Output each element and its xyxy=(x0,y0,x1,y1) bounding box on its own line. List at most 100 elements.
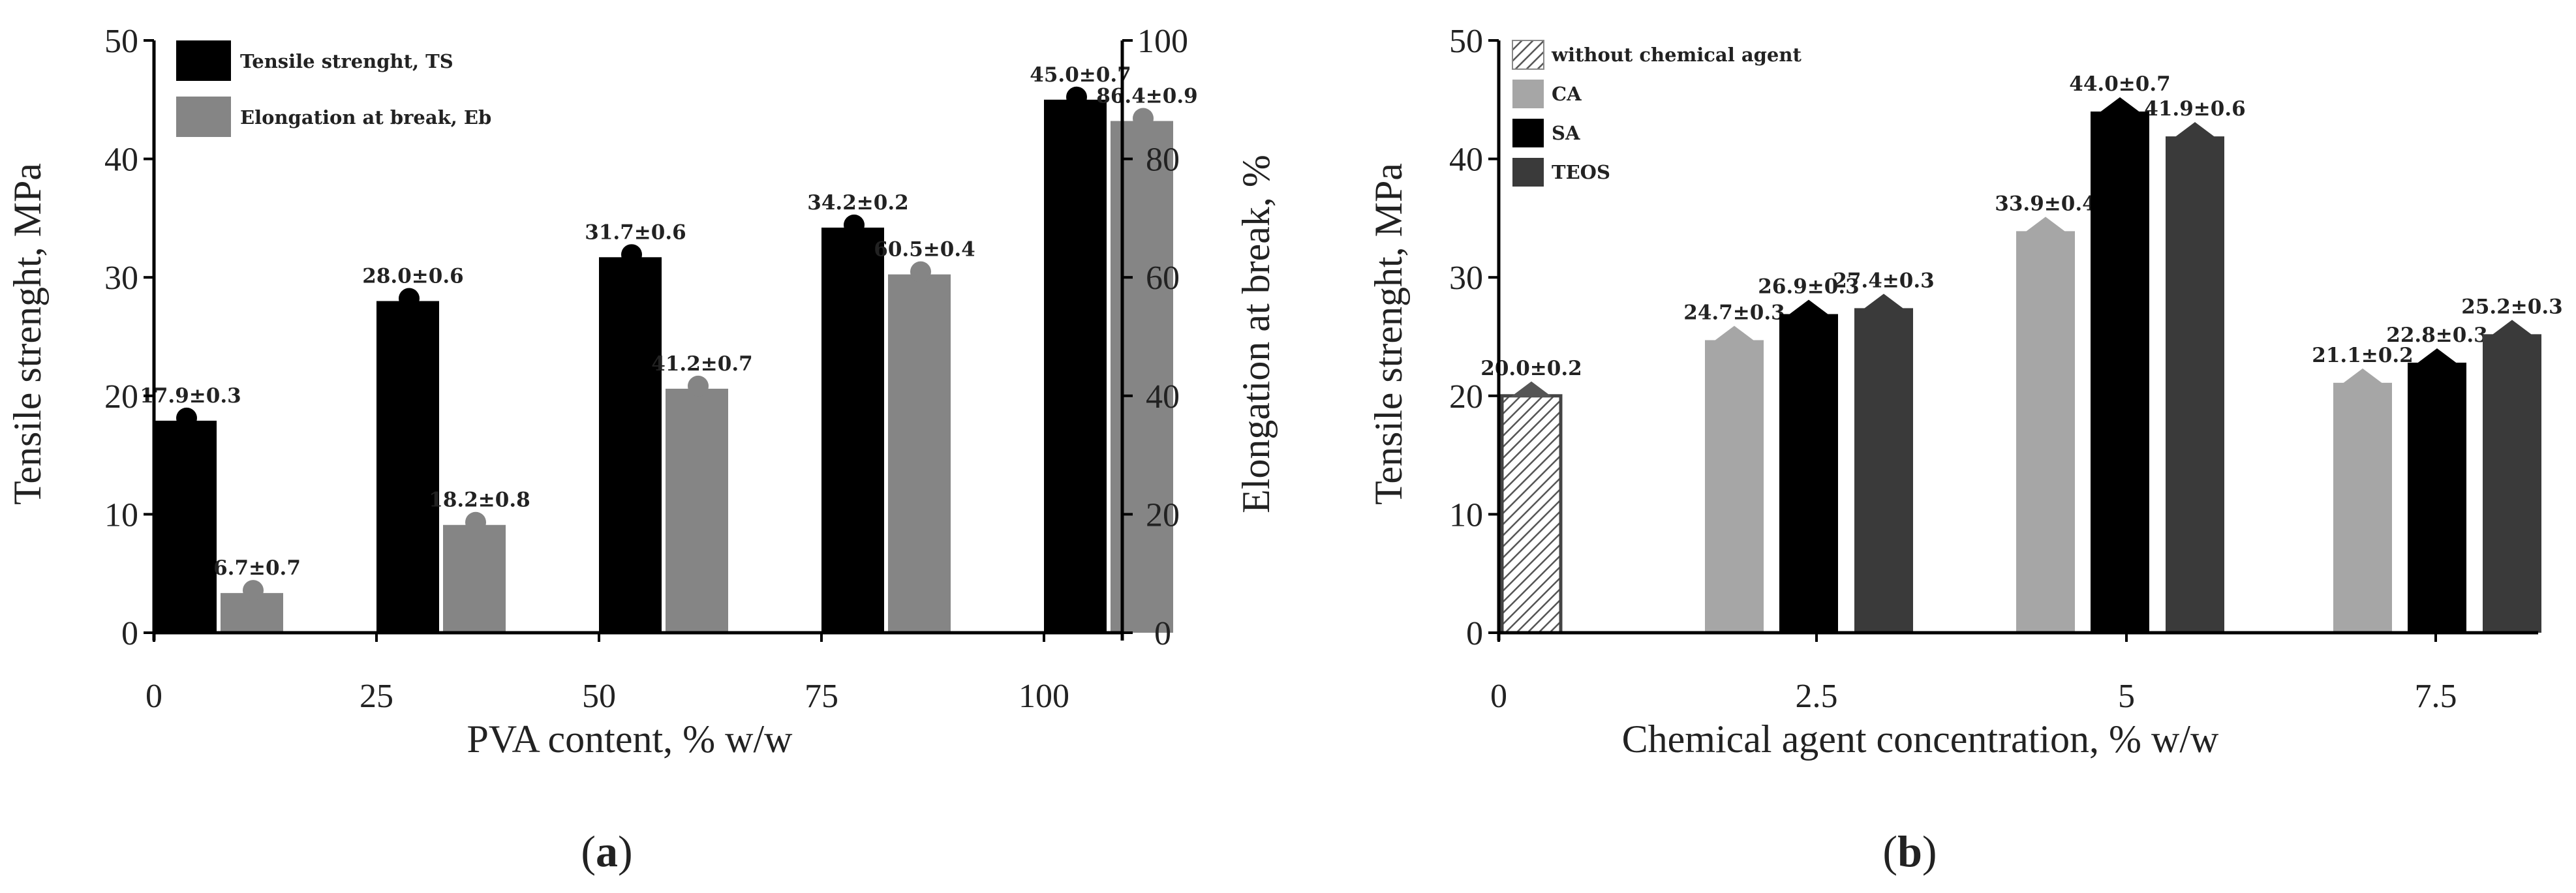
panel-a-y-tick-label-40: 40 xyxy=(104,142,138,179)
panel-a-bar-cap-ts-75 xyxy=(844,214,865,235)
panel-b-bar-cap-teos-7.5 xyxy=(2491,320,2533,336)
panel-a-bar-eb-50 xyxy=(666,388,728,633)
panel-b-bar-cap-none-0 xyxy=(1510,381,1552,397)
panel-b-bar-cap-sa-2.5 xyxy=(1788,299,1830,316)
panel-b-bars: 20.0±0.2 24.7±0.3 26.9±0.327.4±0.3 33.9±0.4… xyxy=(1480,72,2563,635)
panel-a-data-label-eb-25: 18.2±0.8 xyxy=(429,489,530,512)
panel-a-bar-cap-ts-25 xyxy=(399,288,420,309)
panel-a-legend-swatch-ts xyxy=(176,40,231,81)
panel-a-letter: a xyxy=(596,826,618,876)
panel-a-bar-eb-25 xyxy=(443,524,506,633)
panel-a-bar-eb-75 xyxy=(888,274,951,633)
panel-a-y-tick-label-10: 10 xyxy=(104,496,138,534)
panel-b-x-tick-label-0: 0 xyxy=(1490,678,1507,715)
panel-b-bar-cap-teos-5 xyxy=(2174,122,2216,138)
panel-b-y-tick-label-50: 50 xyxy=(1449,23,1483,60)
panel-b-label: (b) xyxy=(1882,826,1937,876)
panel-b-bar-cap-ca-5 xyxy=(2025,217,2066,233)
panel-b-legend-swatch-none xyxy=(1512,40,1544,70)
panel-b-legend-label-ca: CA xyxy=(1552,83,1582,105)
panel-b-bar-sa-5 xyxy=(2091,111,2149,633)
panel-a-y-tick-label-30: 30 xyxy=(104,260,138,297)
panel-a-x-tick-label-50: 50 xyxy=(582,678,616,715)
panel-b-legend: without chemical agent CA SA TEOS xyxy=(1512,40,1802,187)
panel-a-data-label-eb-50: 41.2±0.7 xyxy=(651,352,752,376)
panel-b-x-tick-label-2.5: 2.5 xyxy=(1796,678,1838,715)
panel-b-legend-label-teos: TEOS xyxy=(1552,161,1610,183)
panel-a-bar-cap-ts-50 xyxy=(621,244,642,265)
panel-a-bar-cap-ts-100 xyxy=(1066,86,1087,108)
panel-b-y-tick-label-40: 40 xyxy=(1449,142,1483,179)
panel-a-legend-label-eb: Elongation at break, Eb xyxy=(240,106,491,129)
panel-a-label: (a) xyxy=(581,826,632,876)
panel-a-y2-tick-label-20: 20 xyxy=(1146,496,1180,534)
panel-a-bars: 17.9±0.3 28.0±0.6 31.7±0.6 34.2±0.2 45.0±0.7… xyxy=(140,63,1198,633)
panel-b-bar-teos-7.5 xyxy=(2483,334,2541,633)
panel-a-legend-swatch-eb xyxy=(176,97,231,137)
panel-b-bar-ca-7.5 xyxy=(2333,382,2392,633)
panel-a-bar-cap-eb-50 xyxy=(688,375,709,397)
panel-a-data-label-eb-100: 86.4±0.9 xyxy=(1096,84,1197,108)
panel-b-y-tick-label-30: 30 xyxy=(1449,260,1483,297)
panel-b-data-label-ca-7.5: 21.1±0.2 xyxy=(2312,344,2413,367)
panel-b-legend-swatch-sa xyxy=(1512,119,1544,147)
panel-b-bar-cap-ca-7.5 xyxy=(2342,368,2384,384)
panel-b-bar-cap-teos-2.5 xyxy=(1863,294,1905,310)
panel-a-data-label-ts-50: 31.7±0.6 xyxy=(585,220,686,244)
panel-b-x-axis-title: Chemical agent concentration, % w/w xyxy=(1622,718,2219,761)
panel-a-x-tick-label-100: 100 xyxy=(1019,678,1069,715)
panel-b-bar-sa-2.5 xyxy=(1779,314,1838,633)
panel-b-y-tick-label-0: 0 xyxy=(1466,615,1483,652)
panel-b-data-label-sa-2.5: 26.9±0.3 xyxy=(1758,275,1859,298)
panel-b-y-tick-label-20: 20 xyxy=(1449,378,1483,416)
panel-b-legend-label-sa: SA xyxy=(1552,122,1580,144)
panel-b-x-tick-label-5: 5 xyxy=(2118,678,2135,715)
panel-b-bar-sa-7.5 xyxy=(2408,362,2466,633)
panel-b-legend-label-none: without chemical agent xyxy=(1551,44,1802,66)
panel-a-x-axis-title: PVA content, % w/w xyxy=(467,718,793,761)
panel-a-y-tick-label-0: 0 xyxy=(121,615,138,652)
panel-b-data-label-ca-5: 33.9±0.4 xyxy=(1995,192,2096,215)
panel-a-data-label-ts-25: 28.0±0.6 xyxy=(362,265,463,288)
panel-a-y2-tick-label-60: 60 xyxy=(1146,260,1180,297)
panel-a-bar-ts-100 xyxy=(1044,99,1107,633)
panel-a-data-label-ts-0: 17.9±0.3 xyxy=(140,384,241,408)
panel-a-y2-tick-label-80: 80 xyxy=(1146,142,1180,179)
panel-a-data-label-eb-0: 6.7±0.7 xyxy=(213,556,301,580)
panel-a-y-axis-title: Tensile strenght, MPa xyxy=(6,163,49,505)
panel-b-bar-cap-sa-7.5 xyxy=(2416,348,2458,364)
panel-b-bar-ca-2.5 xyxy=(1705,340,1764,633)
panel-a-bar-ts-75 xyxy=(821,227,884,633)
panel-a-x-tick-label-0: 0 xyxy=(146,678,162,715)
panel-a-bar-cap-eb-100 xyxy=(1133,108,1154,129)
panel-a-chart: Tensile strenght, TS Elongation at break,… xyxy=(6,23,1278,876)
panel-a-bar-ts-25 xyxy=(376,301,439,633)
panel-a-legend-label-ts: Tensile strenght, TS xyxy=(240,50,453,72)
panel-a-data-label-eb-75: 60.5±0.4 xyxy=(874,238,975,262)
panel-b-data-label-teos-2.5: 27.4±0.3 xyxy=(1833,269,1934,292)
panel-b-data-label-none-0: 20.0±0.2 xyxy=(1480,357,1582,380)
panel-a-axes: 0 10 20 30 40 50 0 20 40 60 80 100 0 25 50 75 100 xyxy=(104,23,1188,715)
panel-b-bar-teos-2.5 xyxy=(1854,308,1913,633)
panel-a-y-tick-label-20: 20 xyxy=(104,378,138,416)
panel-a-bar-eb-100 xyxy=(1111,121,1173,633)
panel-a-bar-cap-eb-0 xyxy=(243,580,264,601)
panel-a-y-tick-label-50: 50 xyxy=(104,23,138,60)
panel-a-bar-cap-eb-25 xyxy=(465,511,486,533)
panel-a-data-label-ts-100: 45.0±0.7 xyxy=(1030,63,1131,87)
panel-b-bar-cap-sa-5 xyxy=(2099,97,2141,113)
panel-b-bar-ca-5 xyxy=(2016,231,2075,633)
panel-a-y2-tick-label-40: 40 xyxy=(1146,378,1180,416)
panel-b-bar-none-0 xyxy=(1500,394,1563,635)
panel-a-data-label-ts-75: 34.2±0.2 xyxy=(807,191,908,215)
panel-b-legend-swatch-teos xyxy=(1512,158,1544,187)
panel-b-y-tick-label-10: 10 xyxy=(1449,496,1483,534)
panel-b-axes: 0 10 20 30 40 50 0 2.5 5 7.5 xyxy=(1449,23,2538,715)
panel-a-x-tick-label-75: 75 xyxy=(805,678,838,715)
panel-a-bar-ts-0 xyxy=(154,420,217,633)
panel-b-data-label-sa-5: 44.0±0.7 xyxy=(2069,72,2170,96)
panel-b-data-label-sa-7.5: 22.8±0.3 xyxy=(2386,324,2487,347)
panel-a-y2-tick-label-0: 0 xyxy=(1154,615,1171,652)
